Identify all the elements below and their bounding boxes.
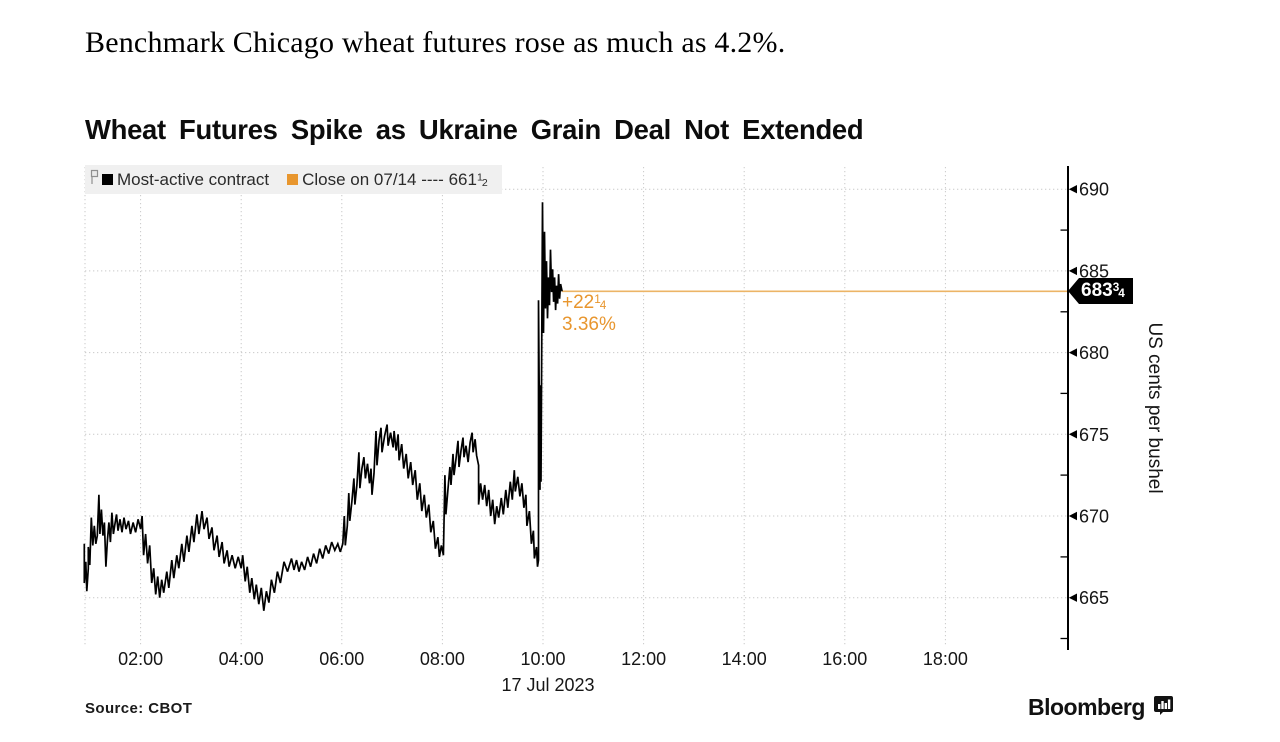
bloomberg-logo: Bloomberg — [1028, 694, 1174, 721]
x-tick-label: 12:00 — [621, 649, 666, 669]
x-tick-label: 16:00 — [822, 649, 867, 669]
badge-arrow-icon — [1068, 278, 1079, 304]
badge-value: 68334 — [1079, 278, 1133, 304]
legend-cursor-icon — [89, 169, 100, 190]
y-tick-label: 690 — [1079, 180, 1109, 200]
y-tick-label: 665 — [1079, 588, 1109, 608]
x-axis-date: 17 Jul 2023 — [501, 675, 594, 695]
headline: Benchmark Chicago wheat futures rose as … — [85, 26, 786, 59]
change-value: +2214 — [562, 292, 607, 313]
y-axis: 665 670 675 680 685 690 US cents per bushel — [1060, 166, 1165, 650]
x-tick-label: 06:00 — [319, 649, 364, 669]
price-series-line — [83, 202, 563, 611]
x-tick-label: 14:00 — [722, 649, 767, 669]
y-tick-label: 670 — [1079, 507, 1109, 527]
y-axis-title: US cents per bushel — [1144, 322, 1165, 493]
last-price-badge: 68334 — [1068, 278, 1133, 304]
x-tick-label: 02:00 — [118, 649, 163, 669]
legend-series-label: Most-active contract — [117, 169, 270, 189]
x-tick-label: 08:00 — [420, 649, 465, 669]
legend-close-text: Close on 07/14 ---- — [302, 169, 444, 189]
x-tick-label: 18:00 — [923, 649, 968, 669]
gridlines — [84, 167, 1068, 645]
y-tick-label: 675 — [1079, 425, 1109, 445]
change-percent: 3.36% — [562, 314, 616, 335]
y-tick-label: 680 — [1079, 343, 1109, 363]
x-tick-label: 04:00 — [219, 649, 264, 669]
chart-legend: Most-active contract Close on 07/14 ----… — [85, 165, 502, 194]
legend-close-label: Close on 07/14 ---- 66112 — [302, 170, 488, 190]
bloomberg-wordmark: Bloomberg — [1028, 694, 1145, 720]
x-axis: 02:00 04:00 06:00 08:00 10:00 12:00 14:00 16:00… — [118, 649, 968, 695]
source-label: Source: CBOT — [85, 700, 193, 717]
change-annotation: +2214 3.36% — [562, 292, 616, 336]
bloomberg-terminal-icon — [1153, 695, 1174, 721]
series-swatch-black — [102, 174, 113, 185]
y-tick-label: 685 — [1079, 261, 1109, 281]
close-swatch-orange — [287, 174, 299, 185]
x-tick-label: 10:00 — [520, 649, 565, 669]
legend-close-value: 66112 — [448, 169, 488, 189]
chart-title: Wheat Futures Spike as Ukraine Grain Dea… — [85, 114, 864, 145]
